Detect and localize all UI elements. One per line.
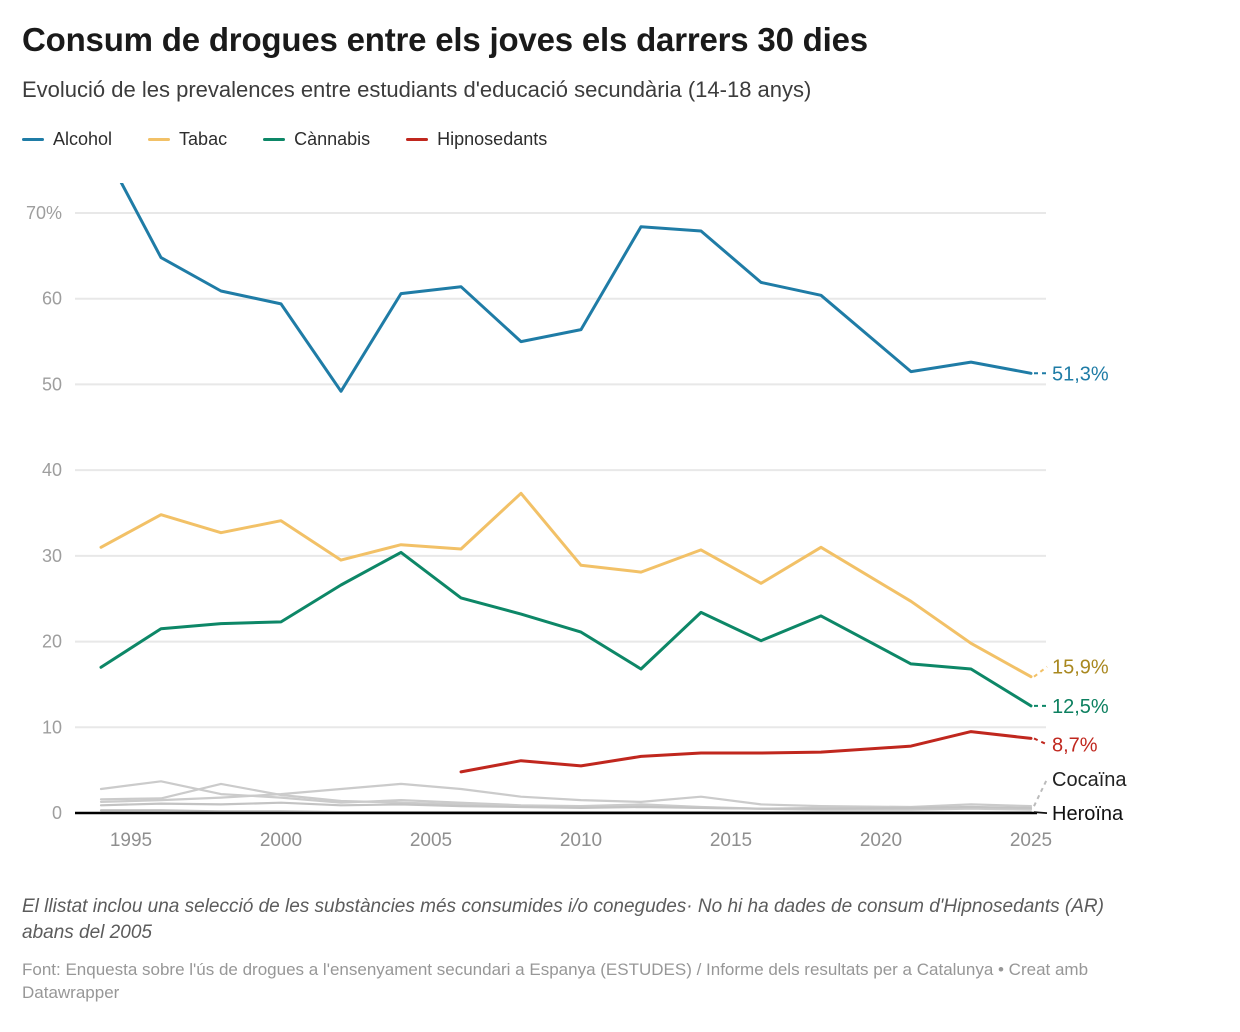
series-end-label-hipnosedants: 8,7% <box>1052 734 1098 756</box>
gray-series-group <box>99 780 1033 814</box>
legend-swatch-icon <box>406 137 429 141</box>
x-axis-tick-label: 2010 <box>560 830 602 851</box>
label-connector <box>1033 778 1048 807</box>
x-axis-tick-label: 2015 <box>710 830 752 851</box>
line-cànnabis <box>99 550 1033 708</box>
legend-label: Alcohol <box>53 128 113 149</box>
series-end-label-cocaïna: Cocaïna <box>1052 769 1127 791</box>
y-axis-tick-label: 10 <box>42 717 62 737</box>
y-axis-tick-label: 70% <box>26 203 62 223</box>
label-connector <box>1033 737 1048 746</box>
y-axis-tick-label: 0 <box>52 803 62 823</box>
legend-swatch-icon <box>263 137 286 141</box>
legend-label: Tabac <box>179 128 228 149</box>
y-axis-tick-label: 60 <box>42 289 62 309</box>
legend-item-hipnosedants: Hipnosedants <box>406 129 547 150</box>
label-connector <box>1033 665 1048 678</box>
legend-item-tabac: Tabac <box>148 129 227 150</box>
legend-label: Hipnosedants <box>437 128 548 149</box>
legend-item-cànnabis: Cànnabis <box>263 129 370 150</box>
line-unlabeled-gray <box>99 801 1033 810</box>
end-labels: 51,3% 15,9% 12,5% 8,7% Cocaïna Heroïna <box>1033 363 1127 825</box>
legend: Alcohol Tabac Cànnabis Hipnosedants <box>22 128 1218 150</box>
legend-item-alcohol: Alcohol <box>22 129 112 150</box>
chart-subtitle: Evolució de les prevalences entre estudi… <box>22 77 812 102</box>
line-chart-canvas: 0 10 20 30 40 50 60 70% 1995 2000 2005 2010 2015 2020… <box>26 183 1127 851</box>
x-axis-tick-label: 2025 <box>1010 830 1052 851</box>
y-axis-tick-label: 50 <box>42 374 62 394</box>
series-end-label-cànnabis: 12,5% <box>1052 696 1109 718</box>
chart-title: Consum de drogues entre els joves els da… <box>22 21 868 58</box>
datawrapper-chart-page: Consum de drogues entre els joves els da… <box>0 20 1240 1032</box>
y-axis-tick-label: 30 <box>42 546 62 566</box>
x-axis-tick-label: 2000 <box>260 830 302 851</box>
legend-label: Cànnabis <box>294 128 371 149</box>
legend-swatch-icon <box>148 137 171 141</box>
source-line: Font: Enquesta sobre l'ús de drogues a l… <box>22 960 1089 1002</box>
x-axis-tick-label: 1995 <box>110 830 152 851</box>
line-tabac <box>99 491 1033 679</box>
legend-swatch-icon <box>22 137 44 141</box>
series-end-label-heroïna: Heroïna <box>1052 803 1124 825</box>
line-alcohol <box>119 183 1033 393</box>
x-axis-tick-label: 2020 <box>860 830 902 851</box>
y-axis-tick-label: 40 <box>42 460 62 480</box>
line-hipnosedants <box>459 730 1033 774</box>
gridlines: 0 10 20 30 40 50 60 70% <box>26 203 1046 823</box>
footnote: El llistat inclou una selecció de les su… <box>22 896 1104 943</box>
x-axis-tick-label: 2005 <box>410 830 452 851</box>
series-end-label-tabac: 15,9% <box>1052 657 1109 679</box>
y-axis-tick-label: 20 <box>42 632 62 652</box>
series-end-label-alcohol: 51,3% <box>1052 363 1109 385</box>
x-axis: 1995 2000 2005 2010 2015 2020 2025 <box>75 811 1052 851</box>
main-series-group <box>99 183 1033 774</box>
label-connector <box>1033 811 1048 815</box>
